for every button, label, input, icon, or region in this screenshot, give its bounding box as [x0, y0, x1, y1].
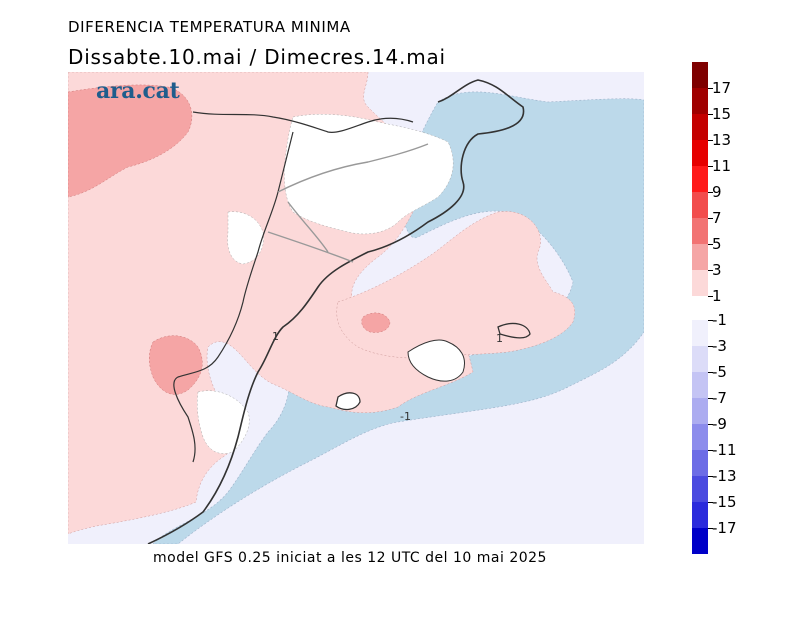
contour-label: 1: [272, 330, 279, 343]
colorbar-tick-mark: [708, 528, 713, 529]
map-canvas: [68, 72, 644, 544]
colorbar-tick-label: 3: [712, 261, 722, 279]
neutral-region-north: [284, 114, 454, 235]
colorbar-swatch: [692, 502, 708, 528]
colorbar-swatch: [692, 320, 708, 346]
island-outline-2: [335, 392, 361, 411]
coastline: [147, 79, 525, 544]
colorbar-tick-mark: [708, 166, 713, 167]
colorbar-swatch: [692, 528, 708, 554]
contour-label: -1: [400, 410, 411, 423]
colorbar-tick-label: 13: [712, 131, 732, 149]
island-outline: [497, 322, 531, 339]
colorbar-tick-mark: [708, 244, 713, 245]
colorbar-swatch: [692, 476, 708, 502]
region-border: [267, 143, 429, 263]
chart-title: DIFERENCIA TEMPERATURA MINIMA: [68, 18, 351, 36]
temperature-map: ara.cat 1 1 -1: [68, 72, 644, 544]
colorbar-tick-label: -1: [712, 311, 727, 329]
colorbar-tick-label: -11: [712, 441, 737, 459]
ara-cat-logo: ara.cat: [96, 78, 180, 104]
colorbar-tick-label: 1: [712, 287, 722, 305]
colorbar-tick-mark: [708, 218, 713, 219]
colorbar-tick-mark: [708, 192, 713, 193]
colorbar-tick-label: 15: [712, 105, 732, 123]
colorbar-swatch: [692, 114, 708, 140]
colorbar-tick-label: -7: [712, 389, 727, 407]
colorbar-swatch: [692, 166, 708, 192]
colorbar-swatch: [692, 372, 708, 398]
colorbar-tick-mark: [708, 140, 713, 141]
colorbar-swatch: [692, 346, 708, 372]
colorbar-swatch: [692, 244, 708, 270]
colorbar-tick-mark: [708, 476, 713, 477]
date-range: Dissabte.10.mai / Dimecres.14.mai: [68, 45, 446, 69]
border-line: [192, 111, 414, 133]
colorbar-swatch: [692, 398, 708, 424]
neutral-region-small: [227, 211, 264, 265]
colorbar-tick-mark: [708, 114, 713, 115]
colorbar-tick-mark: [708, 450, 713, 451]
colorbar-tick-label: -15: [712, 493, 737, 511]
colorbar-tick-mark: [708, 296, 713, 297]
colorbar-tick-mark: [708, 502, 713, 503]
colorbar-swatch: [692, 450, 708, 476]
border-line-2: [173, 131, 294, 463]
colorbar-tick-label: -17: [712, 519, 737, 537]
colorbar-swatch: [692, 218, 708, 244]
colorbar-negative: [692, 320, 708, 554]
colorbar-tick-label: -3: [712, 337, 727, 355]
colorbar-tick-label: 17: [712, 79, 732, 97]
colorbar-tick-label: -5: [712, 363, 727, 381]
colorbar-swatch: [692, 424, 708, 450]
colorbar-tick-label: -9: [712, 415, 727, 433]
colorbar-tick-mark: [708, 320, 713, 321]
warming-core-northwest: [68, 84, 193, 198]
inland-warming-region: [336, 211, 576, 359]
colorbar-swatch: [692, 192, 708, 218]
colorbar-tick-mark: [708, 270, 713, 271]
colorbar-tick-mark: [708, 346, 713, 347]
colorbar-tick-label: 5: [712, 235, 722, 253]
warming-core-southwest: [149, 335, 203, 395]
colorbar-tick-mark: [708, 398, 713, 399]
colorbar-tick-label: -13: [712, 467, 737, 485]
colorbar-swatch: [692, 88, 708, 114]
colorbar-positive: [692, 62, 708, 296]
colorbar-swatch: [692, 270, 708, 296]
colorbar-tick-label: 9: [712, 183, 722, 201]
colorbar-swatch: [692, 62, 708, 88]
model-caption: model GFS 0.25 iniciat a les 12 UTC del …: [153, 550, 547, 566]
colorbar-swatch: [692, 140, 708, 166]
neutral-region-southwest: [196, 390, 250, 454]
colorbar-tick-mark: [708, 372, 713, 373]
sea-cooling-region: [152, 91, 644, 544]
contour-label: 1: [496, 332, 503, 345]
colorbar-tick-label: 7: [712, 209, 722, 227]
colorbar-tick-label: 11: [712, 157, 732, 175]
colorbar-tick-mark: [708, 88, 713, 89]
colorbar-tick-mark: [708, 424, 713, 425]
warming-core-east: [361, 312, 391, 333]
neutral-region-island: [407, 339, 465, 382]
